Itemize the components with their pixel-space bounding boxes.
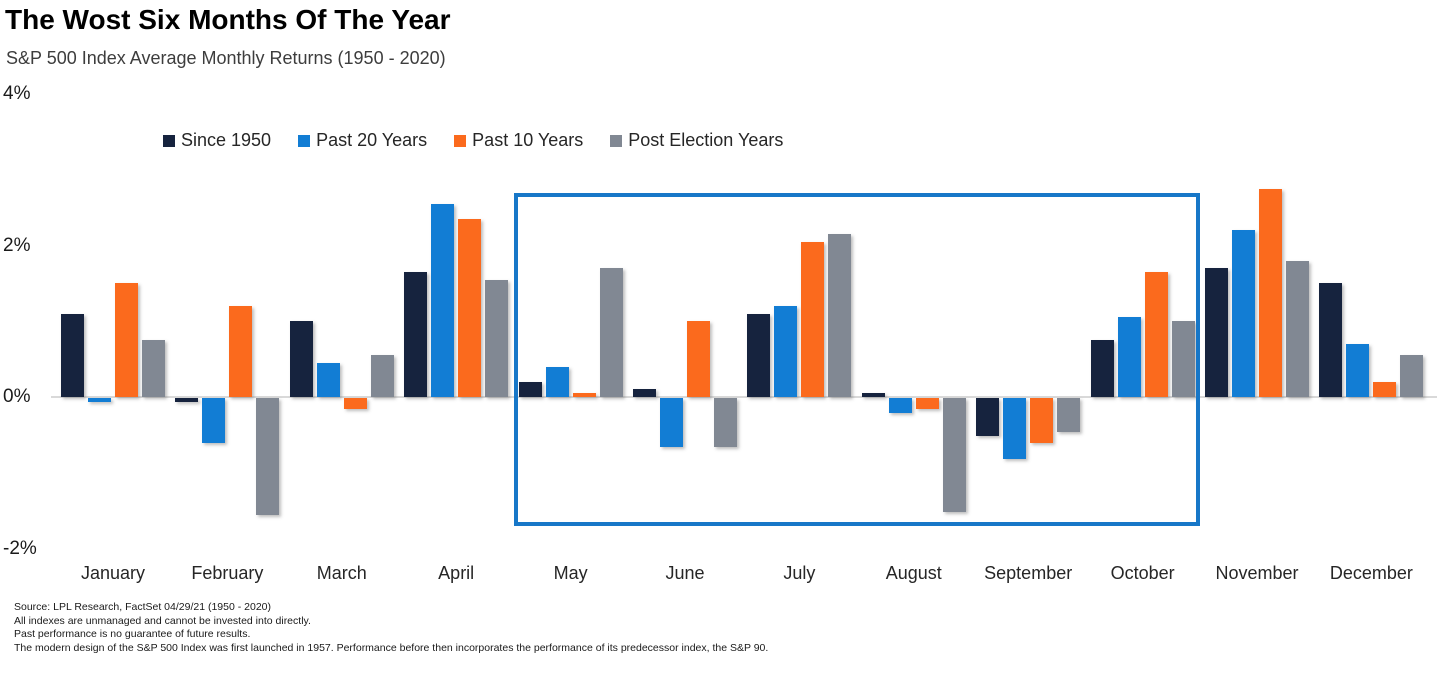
bar-post-election-years [485, 279, 509, 397]
bar-past-20-years [88, 398, 111, 402]
footnote-line: All indexes are unmanaged and cannot be … [14, 614, 311, 627]
bar-past-10-years [458, 218, 482, 397]
legend-item: Post Election Years [610, 130, 783, 151]
chart-area: Since 1950 Past 20 Years Past 10 Years Post… [3, 83, 1437, 583]
bar-past-20-years [202, 398, 226, 444]
month-label: January [80, 563, 146, 583]
bar-post-election-years [828, 234, 852, 397]
month-label: April [438, 563, 475, 583]
month-label: August [885, 563, 942, 583]
bar-past-10-years [1030, 398, 1054, 444]
legend-label: Post Election Years [628, 130, 784, 150]
bar-past-20-years [1232, 230, 1255, 397]
legend-item: Past 20 Years [298, 130, 427, 151]
bar-since-1950 [404, 272, 428, 397]
month-label: July [783, 563, 816, 583]
bar-past-10-years [229, 306, 253, 397]
footnote-line: Source: LPL Research, FactSet 04/29/21 (… [14, 601, 272, 613]
bar-post-election-years [256, 398, 280, 516]
bar-past-10-years [1259, 188, 1282, 397]
bar-past-20-years [1346, 343, 1370, 397]
bar-post-election-years [370, 355, 394, 397]
legend-swatch-icon [454, 134, 467, 147]
zero-axis-line [51, 396, 1437, 398]
bar-past-20-years [660, 398, 683, 448]
month-label: October [1110, 563, 1175, 583]
bar-since-1950 [518, 381, 542, 397]
bar-since-1950 [61, 313, 84, 397]
bar-since-1950 [747, 313, 771, 397]
bar-since-1950 [861, 393, 885, 397]
bar-since-1950 [289, 321, 313, 397]
bar-past-10-years [687, 321, 710, 397]
month-label: November [1215, 563, 1299, 583]
bar-past-10-years [343, 398, 367, 410]
y-tick-label: 0% [3, 386, 31, 407]
legend-swatch-icon [163, 134, 175, 147]
footnote-line: Past performance is no guarantee of futu… [14, 628, 251, 640]
bar-since-1950 [1090, 340, 1114, 397]
bar-since-1950 [976, 398, 1000, 436]
bar-post-election-years [1057, 398, 1081, 433]
y-tick-label: -2% [3, 537, 37, 559]
bar-past-20-years [1117, 317, 1141, 397]
month-label: May [553, 563, 588, 583]
legend: Since 1950 Past 20 Years Past 10 Years Post… [163, 130, 783, 151]
bar-since-1950 [175, 398, 199, 402]
bar-since-1950 [1205, 268, 1228, 397]
bar-post-election-years [599, 268, 623, 397]
y-tick-label: 2% [3, 234, 31, 256]
legend-swatch-icon [298, 134, 311, 147]
footnote-line: The modern design of the S&P 500 Index w… [14, 641, 769, 654]
bar-post-election-years [1400, 355, 1424, 397]
legend-item: Since 1950 [163, 130, 271, 151]
month-label: September [984, 563, 1073, 583]
page-subtitle: S&P 500 Index Average Monthly Returns (1… [6, 48, 446, 68]
bar-post-election-years [1286, 260, 1309, 397]
bar-past-10-years [1373, 381, 1397, 397]
legend-swatch-icon [610, 134, 623, 147]
bar-past-10-years [1144, 272, 1168, 397]
month-label: December [1329, 563, 1413, 583]
month-label: February [191, 563, 264, 583]
bar-past-10-years [572, 393, 596, 397]
bar-past-10-years [915, 398, 939, 410]
bar-post-election-years [1171, 321, 1195, 397]
bar-past-20-years [1003, 398, 1027, 459]
bar-past-20-years [774, 306, 798, 397]
bar-past-10-years [115, 283, 138, 397]
legend-item: Past 10 Years [454, 130, 583, 151]
bar-post-election-years [142, 340, 165, 397]
month-label: June [665, 563, 705, 583]
bar-past-20-years [888, 398, 912, 414]
bar-post-election-years [942, 398, 966, 512]
bar-past-20-years [431, 203, 455, 397]
month-label: March [316, 563, 367, 583]
bar-post-election-years [714, 398, 737, 448]
page-title: The Wost Six Months Of The Year [5, 4, 451, 35]
footnotes: Source: LPL Research, FactSet 04/29/21 (… [14, 601, 768, 655]
bar-past-20-years [545, 366, 569, 397]
legend-label: Since 1950 [181, 130, 272, 150]
legend-label: Past 10 Years [472, 130, 584, 150]
legend-label: Past 20 Years [316, 130, 428, 150]
bar-since-1950 [1319, 283, 1343, 397]
worst-six-months-highlight-box [513, 193, 1200, 526]
bar-past-20-years [316, 362, 340, 397]
bar-since-1950 [633, 389, 656, 397]
bar-past-10-years [801, 241, 825, 397]
y-tick-label: 4% [3, 83, 31, 104]
